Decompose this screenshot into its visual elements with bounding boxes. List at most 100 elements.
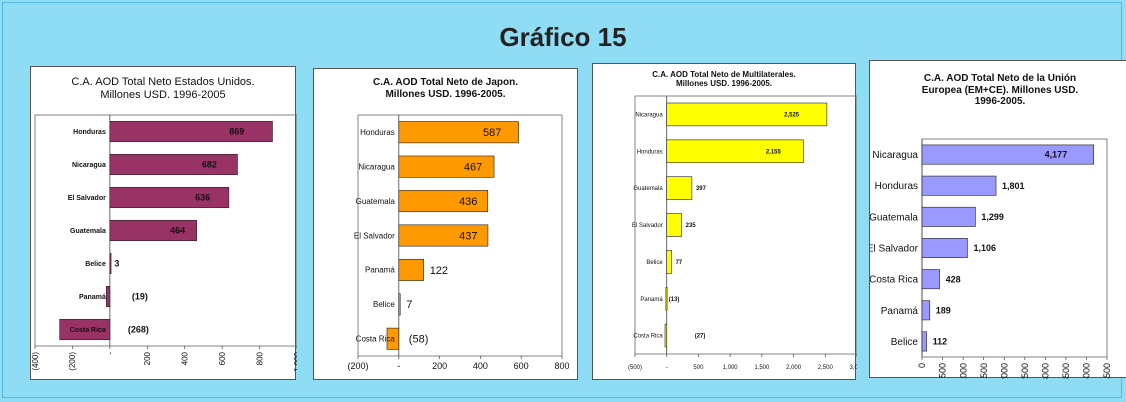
chart-title-line: Millones USD. 1996-2005. [385, 88, 506, 100]
bar [109, 120, 273, 143]
chart-multilaterales-plot: Nicaragua 2,525 Honduras 2,155 Guatemala 397 E… [628, 95, 857, 371]
bar [666, 176, 693, 200]
data-label: 112 [933, 337, 948, 347]
data-label: 397 [696, 186, 707, 192]
category-label: Nicaragua [72, 162, 106, 169]
data-label: (58) [409, 334, 429, 346]
bar [921, 144, 1095, 165]
data-label: 467 [464, 161, 482, 173]
data-label: 2,525 [784, 113, 800, 119]
category-label: Honduras [875, 181, 918, 192]
category-label: Guatemala [633, 186, 663, 192]
bar [921, 269, 940, 290]
plot-area [357, 114, 563, 357]
chart-title-line: Millones USD. 1996-2005. [675, 79, 773, 89]
data-label: (13) [669, 297, 680, 303]
x-tick-label: 200 [432, 361, 447, 371]
bar [398, 293, 401, 316]
plot-area [634, 95, 857, 355]
data-label: 1,106 [973, 243, 996, 253]
x-tick-label: 500 [693, 365, 704, 371]
bar [666, 250, 672, 274]
x-tick-label: 400 [181, 351, 190, 365]
bar [921, 175, 997, 196]
data-label: (19) [132, 292, 148, 302]
category-label: Belice [891, 337, 919, 348]
x-tick-label: 1,000 [723, 365, 739, 371]
x-tick-label: 500 [938, 363, 948, 378]
data-label: 2,155 [766, 149, 782, 155]
category-label: Nicaragua [358, 162, 395, 171]
x-tick-label: 400 [473, 361, 488, 371]
x-tick-label: 600 [218, 351, 227, 365]
bar [666, 213, 682, 237]
chart-japon-plot: Honduras 587 Nicaragua 467 Guatemala 436 El Sa… [347, 114, 570, 371]
x-tick-label: 4000 [1082, 363, 1092, 379]
chart-title-line: Millones USD. 1996-2005 [100, 88, 226, 101]
x-tick-label: 1,500 [754, 365, 770, 371]
category-label: Nicaragua [635, 113, 663, 119]
category-label: Costa Rica [870, 275, 918, 286]
bar [666, 139, 804, 164]
data-label: 464 [170, 226, 185, 236]
chart-title-line: C.A. AOD Total Neto de la Unión [923, 73, 1077, 84]
x-tick-label: 1500 [979, 363, 989, 379]
category-label: Costa Rica [633, 334, 663, 340]
category-label: Honduras [73, 129, 106, 136]
category-label: Belice [646, 260, 663, 266]
category-label: Belice [85, 261, 106, 268]
chart-title-japon: C.A. AOD Total Neto de Japon. Millones U… [314, 77, 577, 100]
chart-title-line: C.A. AOD Total Neto Estados Unidos. [71, 76, 255, 88]
category-label: Panamá [640, 297, 663, 303]
data-label: 587 [483, 127, 501, 139]
chart-panel-multilaterales: C.A. AOD Total Neto de Multilaterales. M… [592, 63, 857, 380]
bar [109, 153, 238, 176]
data-label: 122 [430, 265, 448, 277]
chart-title-multilaterales: C.A. AOD Total Neto de Multilaterales. M… [593, 70, 855, 88]
x-tick-label: 1,000 [293, 351, 297, 372]
category-label: Belice [373, 300, 395, 309]
data-label: 436 [459, 196, 477, 208]
bar [59, 318, 111, 341]
category-label: Panamá [365, 266, 395, 275]
x-tick-label: 200 [143, 351, 152, 365]
data-label: 428 [946, 274, 961, 284]
x-tick-label: 600 [514, 361, 529, 371]
category-label: Panamá [881, 306, 919, 317]
chart-title-usa: C.A. AOD Total Neto Estados Unidos. Mill… [31, 76, 295, 101]
data-label: 235 [686, 223, 697, 229]
bar [398, 258, 424, 281]
bar [921, 331, 927, 352]
category-label: El Salvador [870, 244, 919, 255]
data-label: 189 [936, 305, 951, 315]
chart-title-line: C.A. AOD Total Neto de Japon. [372, 77, 518, 88]
data-label: 4,177 [1045, 150, 1068, 160]
chart-panel-usa: C.A. AOD Total Neto Estados Unidos. Mill… [30, 66, 297, 380]
x-tick-label: 3000 [1040, 363, 1050, 379]
category-label: El Salvador [354, 231, 395, 240]
category-label: El Salvador [68, 195, 106, 202]
data-label: 437 [459, 230, 477, 242]
bar [109, 252, 112, 275]
bar [666, 102, 828, 127]
chart-title-ue: C.A. AOD Total Neto de la Unión Europea … [870, 73, 1126, 108]
x-tick-label: 2500 [1020, 363, 1030, 379]
data-label: (27) [695, 334, 706, 340]
bar [398, 190, 489, 213]
category-label: Costa Rica [70, 327, 106, 334]
bar [921, 238, 968, 258]
bar [398, 224, 489, 247]
data-label: 3 [114, 259, 119, 269]
category-label: Honduras [637, 149, 663, 155]
bar [665, 286, 668, 311]
bar [386, 327, 400, 350]
category-label: Guatemala [356, 197, 396, 206]
x-tick-label: 3500 [1061, 363, 1071, 379]
bar [398, 121, 519, 144]
x-tick-label: 1000 [958, 363, 968, 379]
x-tick-label: 3,000 [849, 365, 857, 371]
x-tick-label: (200) [68, 352, 77, 371]
x-tick-label: 800 [255, 351, 264, 365]
x-tick-label: 2,000 [786, 365, 802, 371]
chart-panel-japon: C.A. AOD Total Neto de Japon. Millones U… [313, 68, 578, 380]
